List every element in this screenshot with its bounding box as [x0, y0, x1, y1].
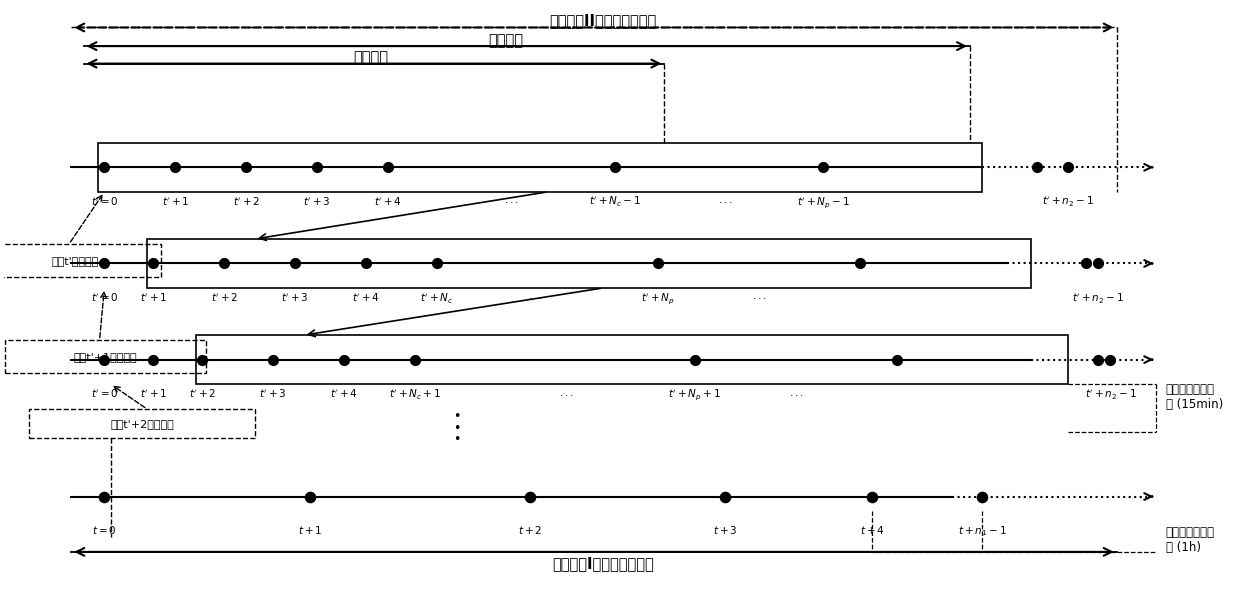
Text: $...$: $...$: [559, 388, 574, 398]
Bar: [5, 340, 207, 373]
Point: [237, 163, 257, 172]
Text: $t'+N_p-1$: $t'+N_p-1$: [797, 195, 849, 210]
Text: $t'+4$: $t'+4$: [330, 388, 358, 400]
Point: [405, 355, 425, 364]
Text: $t'+n_2-1$: $t'+n_2-1$: [1085, 388, 1136, 402]
Text: $t'+N_p$: $t'+N_p$: [641, 291, 675, 306]
Text: $t'+3$: $t'+3$: [259, 388, 286, 400]
Point: [887, 355, 906, 364]
Text: $t'+1$: $t'+1$: [140, 388, 167, 400]
Text: $t'+N_c+1$: $t'+N_c+1$: [389, 388, 441, 402]
Point: [972, 492, 992, 501]
Text: $t'+N_c-1$: $t'+N_c-1$: [589, 195, 641, 209]
Text: $t'+N_p+1$: $t'+N_p+1$: [668, 388, 722, 402]
Point: [1089, 355, 1109, 364]
Point: [165, 163, 185, 172]
Point: [285, 259, 305, 268]
Bar: [148, 239, 1030, 288]
Text: $t'+2$: $t'+2$: [233, 195, 260, 207]
Text: $t'=0$: $t'=0$: [91, 195, 118, 207]
Point: [427, 259, 446, 268]
Text: $t'+3$: $t'+3$: [281, 291, 309, 304]
Text: $t'+4$: $t'+4$: [374, 195, 402, 207]
Text: 执行t'+1时刻指令: 执行t'+1时刻指令: [74, 352, 138, 362]
Bar: [30, 409, 255, 439]
Point: [308, 163, 327, 172]
Text: $t'+n_2-1$: $t'+n_2-1$: [1073, 291, 1125, 306]
Text: $t+2$: $t+2$: [517, 524, 542, 537]
Text: $t'+N_c$: $t'+N_c$: [420, 291, 454, 306]
Point: [144, 355, 164, 364]
Point: [1101, 355, 1121, 364]
Text: •: •: [453, 421, 460, 434]
Text: •: •: [453, 410, 460, 423]
Point: [1076, 259, 1096, 268]
Point: [215, 259, 234, 268]
Point: [94, 163, 114, 172]
Bar: [196, 335, 1068, 384]
Point: [192, 355, 212, 364]
Point: [649, 259, 668, 268]
Text: $t+4$: $t+4$: [859, 524, 884, 537]
Point: [684, 355, 704, 364]
Text: 预测时域: 预测时域: [487, 33, 523, 48]
Text: 调度阶段I：日前经济调度: 调度阶段I：日前经济调度: [552, 557, 653, 571]
Point: [813, 163, 833, 172]
Point: [144, 259, 164, 268]
Point: [94, 259, 114, 268]
Text: 日间调度时间尺
度 (15min): 日间调度时间尺 度 (15min): [1166, 384, 1223, 411]
Text: $t'=0$: $t'=0$: [91, 388, 118, 400]
Text: $t+n_1-1$: $t+n_1-1$: [957, 524, 1007, 538]
Text: 执行t'时刻指令: 执行t'时刻指令: [51, 255, 99, 265]
Text: $t'+3$: $t'+3$: [304, 195, 331, 207]
Point: [605, 163, 625, 172]
Text: $t+3$: $t+3$: [713, 524, 738, 537]
Text: 执行t'+2时刻指令: 执行t'+2时刻指令: [110, 418, 174, 428]
Text: $t'+n_2-1$: $t'+n_2-1$: [1042, 195, 1094, 209]
Point: [334, 355, 353, 364]
Point: [862, 492, 882, 501]
Text: $t'+1$: $t'+1$: [161, 195, 188, 207]
Text: $...$: $...$: [503, 195, 518, 205]
Point: [1027, 163, 1047, 172]
Bar: [0, 244, 161, 277]
Text: 调度阶段II：日间滚动修正: 调度阶段II：日间滚动修正: [549, 14, 657, 28]
Text: $...$: $...$: [789, 388, 804, 398]
Point: [520, 492, 539, 501]
Text: $t'+4$: $t'+4$: [352, 291, 379, 304]
Text: $t'+2$: $t'+2$: [188, 388, 216, 400]
Point: [94, 355, 114, 364]
Point: [263, 355, 283, 364]
Point: [1089, 259, 1109, 268]
Text: $...$: $...$: [528, 291, 543, 301]
Point: [94, 492, 114, 501]
Point: [1058, 163, 1078, 172]
Text: $t'+2$: $t'+2$: [211, 291, 238, 304]
Point: [715, 492, 735, 501]
Text: $t'+1$: $t'+1$: [140, 291, 167, 304]
Text: $t=0$: $t=0$: [92, 524, 117, 537]
Text: 日前调度时间尺
度 (1h): 日前调度时间尺 度 (1h): [1166, 526, 1214, 554]
Text: $...$: $...$: [718, 195, 733, 205]
Bar: [98, 143, 982, 192]
Text: $t+1$: $t+1$: [298, 524, 322, 537]
Text: 控制时域: 控制时域: [353, 50, 388, 65]
Text: $...$: $...$: [753, 291, 768, 301]
Text: $t'=0$: $t'=0$: [91, 291, 118, 304]
Point: [378, 163, 398, 172]
Point: [300, 492, 320, 501]
Point: [849, 259, 869, 268]
Text: •: •: [453, 433, 460, 446]
Point: [356, 259, 376, 268]
